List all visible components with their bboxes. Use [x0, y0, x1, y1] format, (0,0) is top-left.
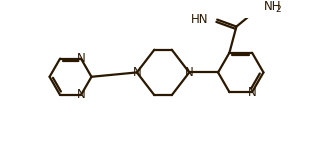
Text: NH: NH — [264, 0, 282, 13]
Text: 2: 2 — [276, 5, 281, 14]
Text: N: N — [77, 52, 85, 65]
Text: N: N — [248, 86, 256, 99]
Text: N: N — [77, 89, 85, 101]
Text: HN: HN — [191, 13, 208, 26]
Text: N: N — [185, 66, 194, 79]
Text: N: N — [132, 66, 141, 79]
